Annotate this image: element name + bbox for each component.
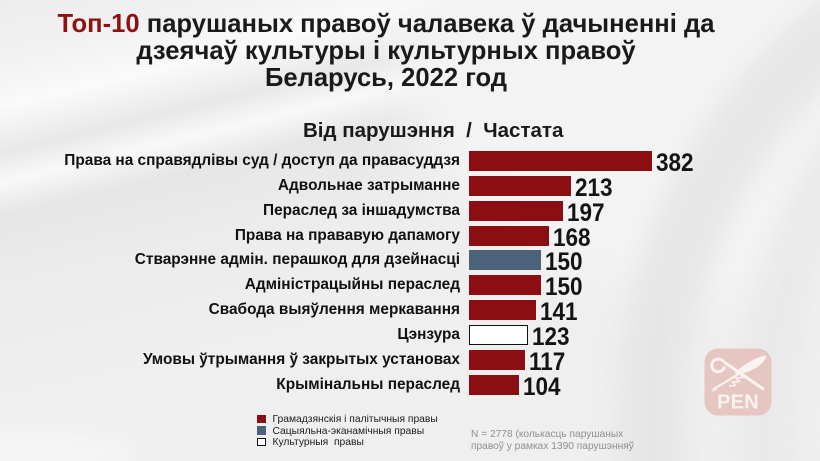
svg-text:PEN: PEN — [717, 392, 759, 414]
